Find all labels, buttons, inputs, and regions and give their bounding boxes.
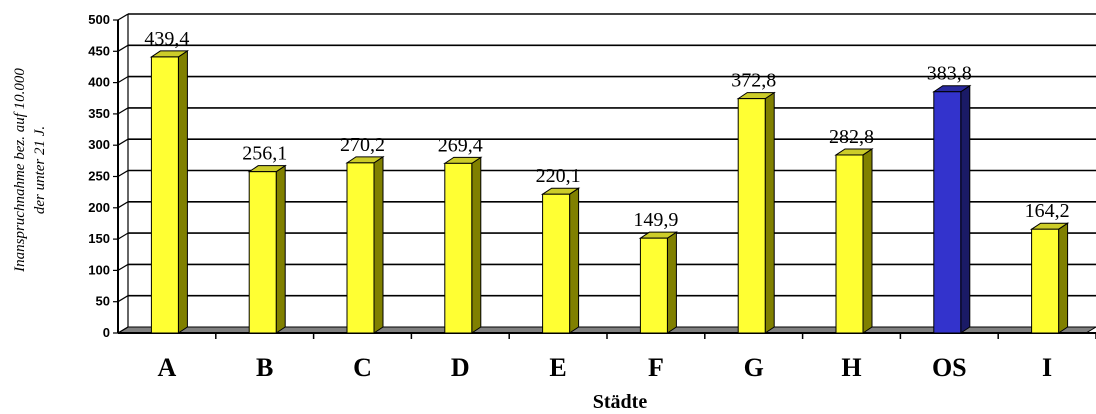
data-label: 256,1: [242, 143, 287, 165]
bar-front-face: [444, 162, 473, 334]
data-label: 269,4: [438, 134, 483, 156]
y-tick-label: 300: [88, 137, 110, 152]
data-label: 383,8: [927, 63, 972, 85]
data-label: 372,8: [731, 70, 776, 92]
y-tick-label: 350: [88, 106, 110, 121]
y-axis-label-group: Inanspruchnahme bez. auf 10.000 der unte…: [12, 68, 48, 273]
side-wall-line: [117, 169, 129, 178]
bar-side-face: [764, 91, 775, 334]
side-wall-line: [117, 13, 129, 21]
side-wall-line: [117, 138, 129, 146]
side-wall-line: [117, 295, 129, 303]
side-wall-line: [117, 232, 129, 240]
bar-layer: [149, 50, 1070, 334]
side-wall-line: [117, 201, 129, 209]
category-label: F: [648, 353, 664, 382]
bar: [638, 231, 679, 334]
y-tick-label: 0: [103, 325, 110, 340]
bar-side-face: [569, 187, 580, 334]
side-wall-line: [117, 76, 129, 84]
data-label: 220,1: [536, 165, 581, 187]
y-tick-label: 50: [96, 294, 110, 309]
bar-side-face: [862, 148, 873, 334]
y-tick-label: 400: [88, 75, 110, 90]
bar-side-face: [666, 231, 677, 334]
bar: [540, 187, 581, 334]
bar-front-face: [933, 91, 962, 334]
bar: [736, 91, 776, 334]
bar: [149, 50, 190, 334]
category-label: H: [841, 353, 861, 382]
label-layer: 439,4 256,1 270,2 269,4 220,1 149,9 372,8 282,8…: [144, 28, 1069, 231]
y-tick-label: 500: [88, 12, 110, 27]
category-label: G: [744, 353, 764, 382]
bar-side-face: [373, 155, 384, 334]
category-label: B: [256, 353, 273, 382]
data-label: 149,9: [633, 209, 678, 231]
bar-front-face: [248, 171, 277, 334]
bar-side-face: [960, 84, 971, 334]
bar: [932, 84, 972, 334]
side-wall-line: [117, 107, 129, 115]
bar-front-face: [150, 56, 179, 334]
category-label: C: [353, 353, 372, 382]
bar: [247, 164, 287, 334]
y-tick-label: 100: [88, 262, 110, 277]
bar-front-face: [639, 237, 668, 334]
category-label: A: [158, 353, 177, 382]
y-tick-label: 250: [88, 169, 110, 184]
category-label: I: [1042, 353, 1052, 382]
data-label: 439,4: [144, 28, 189, 50]
bar: [834, 148, 874, 334]
data-label: 270,2: [340, 134, 385, 156]
y-tick-label: 200: [88, 200, 110, 215]
bar-front-face: [346, 162, 375, 334]
side-wall-line: [117, 44, 129, 52]
bar: [1029, 222, 1070, 334]
bar-side-face: [1058, 222, 1069, 334]
bar: [345, 155, 385, 334]
y-tick-label: 150: [88, 231, 110, 246]
bar-side-face: [471, 156, 482, 334]
x-axis-label: Städte: [593, 391, 648, 413]
bar-front-face: [1031, 228, 1060, 334]
y-tick-label: 450: [88, 43, 110, 58]
bar-front-face: [737, 98, 766, 334]
data-label: 282,8: [829, 126, 874, 148]
side-wall-line: [117, 263, 129, 271]
bar-side-face: [275, 164, 286, 334]
data-label: 164,2: [1025, 200, 1070, 222]
bar-side-face: [177, 50, 188, 334]
bar-front-face: [835, 154, 864, 334]
bar-front-face: [542, 193, 571, 334]
bar: [443, 156, 483, 334]
axis-layer: 0 50 100 150 200 250 300 350 400 450 500 A B C D E F G H OS…: [88, 12, 1096, 382]
y-axis-label-line1: Inanspruchnahme bez. auf 10.000: [12, 68, 28, 273]
category-label: OS: [932, 353, 967, 382]
y-axis-label-line2: der unter 21 J.: [32, 126, 48, 214]
category-label: D: [451, 353, 470, 382]
category-label: E: [549, 353, 566, 382]
